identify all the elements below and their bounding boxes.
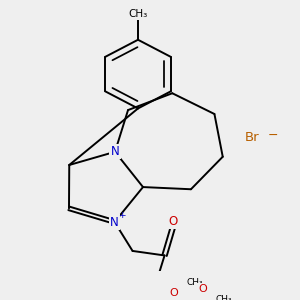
Text: CH₃: CH₃	[186, 278, 203, 287]
Text: −: −	[268, 129, 278, 142]
Text: N: N	[110, 215, 119, 229]
Text: O: O	[168, 214, 177, 228]
Text: Br: Br	[245, 131, 260, 144]
Text: +: +	[118, 211, 125, 220]
Text: N: N	[111, 145, 119, 158]
Text: CH₃: CH₃	[216, 295, 232, 300]
Text: O: O	[169, 288, 178, 298]
Text: O: O	[198, 284, 207, 294]
Text: CH₃: CH₃	[128, 9, 148, 19]
